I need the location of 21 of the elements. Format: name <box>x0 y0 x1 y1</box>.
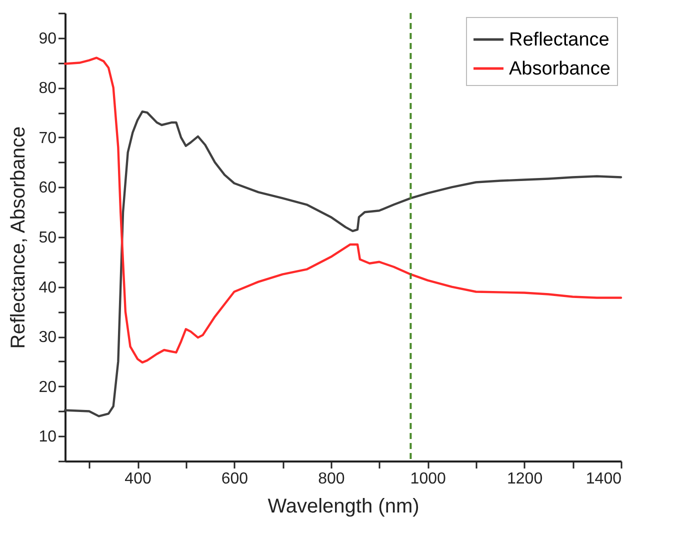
y-tick-label: 30 <box>38 329 57 346</box>
y-tick-label: 10 <box>38 428 57 446</box>
x-tick-label: 800 <box>318 470 345 488</box>
y-axis-title: Reflectance, Absorbance <box>8 126 30 349</box>
y-tick-label: 80 <box>38 80 57 98</box>
x-tick-label: 400 <box>124 470 152 488</box>
x-tick-label: 1400 <box>586 470 622 488</box>
y-tick-label: 90 <box>38 30 57 48</box>
x-tick-label: 600 <box>221 470 248 488</box>
x-axis-title: Wavelength (nm) <box>268 496 420 518</box>
legend-label: Reflectance <box>509 30 610 50</box>
x-tick-label: 1000 <box>410 470 446 488</box>
x-tick-label: 1200 <box>507 470 543 488</box>
y-tick-label: 20 <box>38 378 57 396</box>
y-tick-label: 70 <box>38 130 57 147</box>
y-tick-label: 50 <box>38 230 57 246</box>
y-tick-label: 60 <box>38 180 57 197</box>
y-tick-label: 40 <box>38 279 57 296</box>
legend-label: Absorbance <box>509 58 610 80</box>
line-series <box>64 110 622 418</box>
line-series <box>64 56 622 364</box>
